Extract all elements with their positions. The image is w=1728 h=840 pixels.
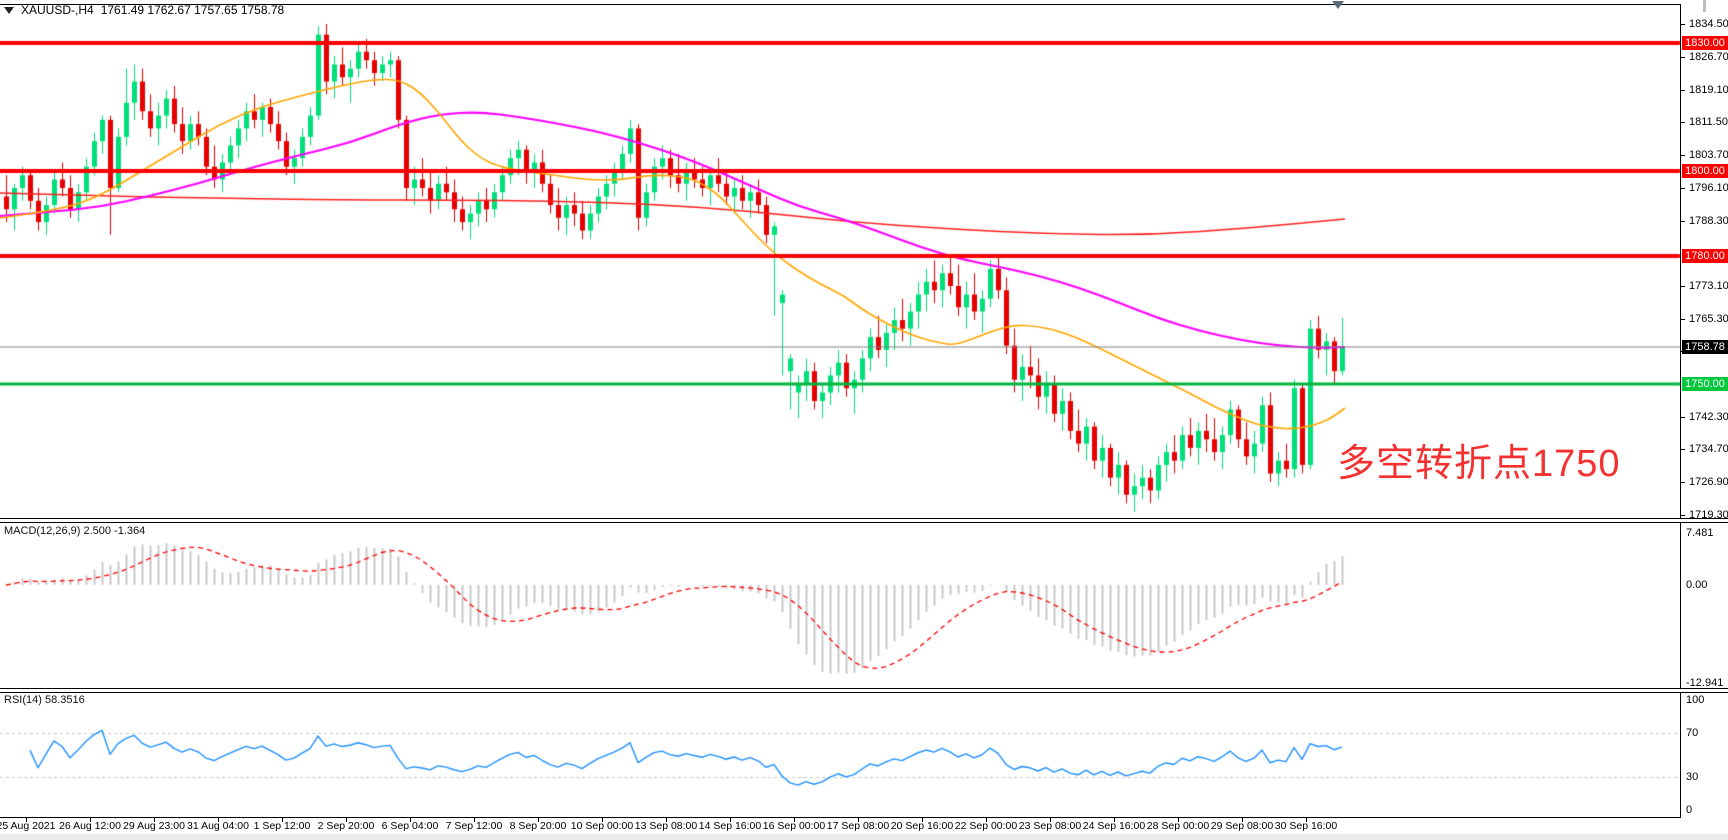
price-tick-mark [1681, 221, 1685, 222]
price-tick-label: 1788.30 [1689, 215, 1728, 227]
symbol-timeframe-label: XAUUSD-,H4 [21, 3, 94, 17]
time-tick-mark [858, 817, 859, 822]
scrollbar-thumb[interactable] [1703, 0, 1706, 12]
price-tick-label: 1765.30 [1689, 313, 1728, 325]
time-tick-label[interactable]: 1 Sep 12:00 [253, 820, 311, 832]
time-tick-mark [90, 817, 91, 822]
time-tick-mark [218, 817, 219, 822]
macd-scale-label: 7.481 [1686, 527, 1714, 539]
rsi-scale-label: 30 [1686, 771, 1699, 783]
price-tick-mark [1681, 286, 1685, 287]
time-tick-mark [474, 817, 475, 822]
time-tick-mark [26, 817, 27, 822]
time-tick-label[interactable]: 6 Sep 04:00 [381, 820, 439, 832]
time-axis-line [0, 817, 1680, 818]
time-tick-label[interactable]: 2 Sep 20:00 [317, 820, 375, 832]
rsi-scale-label: 0 [1686, 804, 1693, 816]
time-tick-mark [1242, 817, 1243, 822]
price-tick-mark [1681, 122, 1685, 123]
bottom-strip [0, 834, 1728, 840]
price-level-badge: 1800.00 [1682, 164, 1728, 178]
price-tick-label: 1826.70 [1689, 51, 1728, 63]
price-tick-label: 1811.50 [1689, 116, 1728, 128]
time-tick-label[interactable]: 22 Sep 00:00 [954, 820, 1018, 832]
time-tick-mark [1050, 817, 1051, 822]
chart-shift-marker-icon[interactable] [1332, 1, 1344, 9]
macd-panel-separator[interactable] [0, 518, 1728, 523]
rsi-scale-label: 70 [1686, 727, 1699, 739]
price-tick-mark [1681, 90, 1685, 91]
time-tick-label[interactable]: 26 Aug 12:00 [59, 820, 121, 832]
rsi-panel-separator[interactable] [0, 688, 1728, 693]
price-tick-label: 1819.10 [1689, 84, 1728, 96]
time-tick-label[interactable]: 7 Sep 12:00 [445, 820, 503, 832]
time-tick-label[interactable]: 24 Sep 16:00 [1082, 820, 1146, 832]
macd-scale-label: 0.00 [1686, 579, 1708, 591]
time-tick-mark [282, 817, 283, 822]
chart-annotation-text: 多空转折点1750 [1337, 443, 1621, 485]
chart-title: XAUUSD-,H4 1761.49 1762.67 1757.65 1758.… [4, 3, 284, 17]
time-tick-mark [794, 817, 795, 822]
ohlc-values: 1761.49 1762.67 1757.65 1758.78 [100, 3, 285, 17]
time-tick-label[interactable]: 25 Aug 2021 [0, 820, 56, 832]
time-tick-mark [346, 817, 347, 822]
macd-indicator-label: MACD(12,26,9) 2.500 -1.364 [4, 525, 146, 537]
price-level-badge: 1830.00 [1682, 36, 1728, 50]
time-tick-mark [1178, 817, 1179, 822]
time-tick-mark [538, 817, 539, 822]
price-tick-mark [1681, 57, 1685, 58]
time-tick-label[interactable]: 8 Sep 20:00 [509, 820, 567, 832]
time-tick-mark [602, 817, 603, 822]
price-level-badge: 1750.00 [1682, 377, 1728, 391]
price-tick-mark [1681, 155, 1685, 156]
price-tick-mark [1681, 515, 1685, 516]
time-tick-label[interactable]: 10 Sep 00:00 [570, 820, 634, 832]
rsi-scale-label: 100 [1686, 694, 1705, 706]
time-tick-label[interactable]: 14 Sep 16:00 [698, 820, 762, 832]
time-tick-label[interactable]: 31 Aug 04:00 [187, 820, 249, 832]
price-tick-label: 1734.70 [1689, 443, 1728, 455]
time-tick-mark [666, 817, 667, 822]
time-tick-label[interactable]: 29 Aug 23:00 [123, 820, 185, 832]
price-tick-label: 1803.70 [1689, 149, 1728, 161]
price-tick-mark [1681, 417, 1685, 418]
time-tick-mark [922, 817, 923, 822]
price-tick-label: 1742.30 [1689, 411, 1728, 423]
price-tick-label: 1719.30 [1689, 509, 1728, 521]
price-tick-mark [1681, 188, 1685, 189]
time-tick-mark [1114, 817, 1115, 822]
price-tick-label: 1834.50 [1689, 18, 1728, 30]
price-level-badge: 1780.00 [1682, 249, 1728, 263]
price-tick-mark [1681, 24, 1685, 25]
time-tick-mark [410, 817, 411, 822]
time-tick-label[interactable]: 17 Sep 08:00 [826, 820, 890, 832]
price-tick-mark [1681, 482, 1685, 483]
price-tick-label: 1726.90 [1689, 476, 1728, 488]
rsi-indicator-label: RSI(14) 58.3516 [4, 694, 85, 706]
price-level-badge: 1758.78 [1682, 340, 1728, 354]
time-tick-label[interactable]: 13 Sep 08:00 [634, 820, 698, 832]
macd-scale-label: -12.941 [1686, 677, 1724, 689]
time-tick-label[interactable]: 30 Sep 16:00 [1274, 820, 1338, 832]
symbol-dropdown-icon[interactable] [4, 7, 14, 14]
time-tick-label[interactable]: 16 Sep 00:00 [762, 820, 826, 832]
time-tick-mark [986, 817, 987, 822]
time-tick-label[interactable]: 20 Sep 16:00 [890, 820, 954, 832]
chart-border-top [0, 4, 1680, 5]
time-tick-mark [1306, 817, 1307, 822]
time-tick-mark [154, 817, 155, 822]
price-tick-label: 1773.10 [1689, 280, 1728, 292]
time-tick-label[interactable]: 28 Sep 00:00 [1146, 820, 1210, 832]
price-tick-mark [1681, 319, 1685, 320]
chart-border-right [1680, 4, 1681, 818]
price-tick-label: 1796.10 [1689, 182, 1728, 194]
time-tick-label[interactable]: 29 Sep 08:00 [1210, 820, 1274, 832]
price-tick-mark [1681, 449, 1685, 450]
time-tick-label[interactable]: 23 Sep 08:00 [1018, 820, 1082, 832]
time-tick-mark [730, 817, 731, 822]
